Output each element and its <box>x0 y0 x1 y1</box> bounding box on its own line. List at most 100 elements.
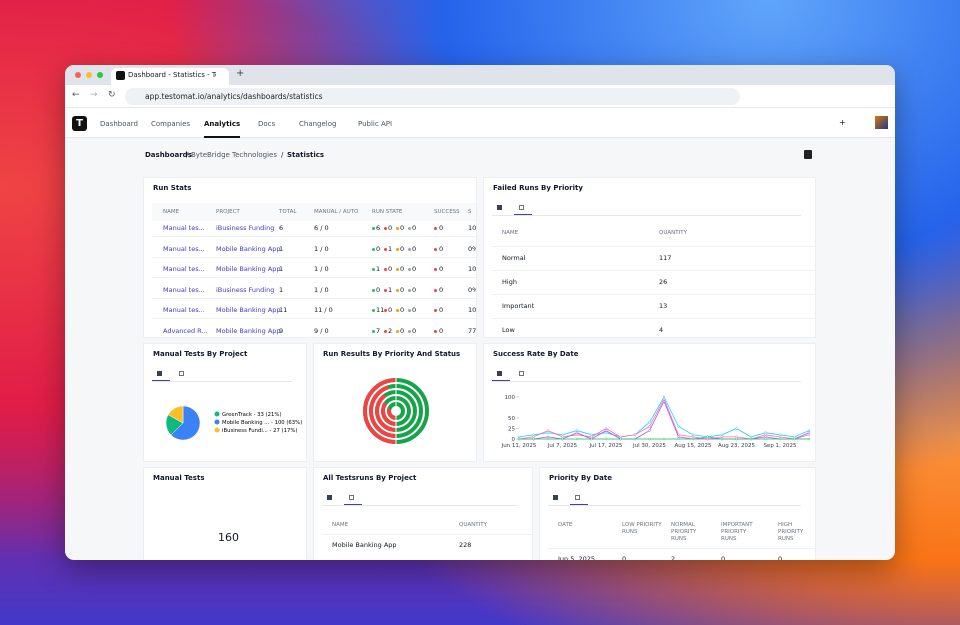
series-point <box>662 395 666 399</box>
project-name[interactable]: iBusiness Funding <box>216 285 275 294</box>
address-bar[interactable] <box>125 88 740 105</box>
card: Success Rate By Date 0 25 50 100 Jun 11, 2025… <box>483 343 816 462</box>
project-name[interactable]: Mobile Banking App <box>216 326 281 335</box>
breadcrumb-item[interactable]: ByteBridge Technologies <box>191 151 278 159</box>
series-point <box>720 437 724 441</box>
chart-tab[interactable] <box>157 371 162 376</box>
cell: 0 <box>721 555 726 560</box>
series-point <box>807 433 811 437</box>
breadcrumb-item[interactable]: Dashboards <box>145 151 192 159</box>
zoom-button[interactable] <box>97 72 103 78</box>
success: 0 <box>439 265 444 273</box>
nav-item[interactable]: Changelog <box>299 120 337 128</box>
chart-tab[interactable] <box>497 205 502 210</box>
series-point <box>807 431 811 434</box>
total: 1 <box>279 265 284 273</box>
card: Run Stats NAME PROJECT TOTAL MANUAL / AUTO RU… <box>143 177 477 338</box>
column-header: S <box>468 209 472 215</box>
breadcrumb-item[interactable]: Statistics <box>287 151 325 159</box>
status-dot <box>408 247 411 251</box>
card: Priority By Date DATE LOW PRIORITY RUNS NOR… <box>539 467 816 560</box>
nav-item[interactable]: Public API <box>358 120 393 128</box>
status-dot <box>434 268 437 271</box>
project-name[interactable]: iBusiness Funding <box>216 224 275 232</box>
status-count: 1 <box>388 285 393 294</box>
project-name[interactable]: Mobile Banking App <box>216 265 281 273</box>
back-button[interactable]: ← <box>72 90 80 100</box>
run-name[interactable]: Manual tes... <box>163 306 205 314</box>
run-name[interactable]: Manual tes... <box>163 224 205 232</box>
series-point <box>546 435 550 439</box>
row-divider <box>152 236 476 237</box>
series-point <box>648 425 651 428</box>
status-count: 1 <box>376 265 381 273</box>
table-tab[interactable] <box>519 205 524 210</box>
run-name[interactable]: Manual tes... <box>163 265 205 273</box>
chart-tab[interactable] <box>553 495 558 500</box>
series-point <box>575 431 579 434</box>
cell: 2 <box>671 555 676 560</box>
row-divider <box>152 277 476 278</box>
column-header: RUN STATE <box>372 209 403 215</box>
chart-tab[interactable] <box>497 371 502 376</box>
forward-button[interactable]: → <box>90 90 98 100</box>
card-title: All Testsruns By Project <box>323 474 417 482</box>
table-tab[interactable] <box>519 371 524 376</box>
nav-item[interactable]: Dashboard <box>100 120 138 128</box>
status-count: 0 <box>388 224 393 232</box>
legend-swatch <box>214 411 220 417</box>
card-title: Success Rate By Date <box>493 350 579 358</box>
column-header: IMPORTANT PRIORITY RUNS <box>721 522 753 542</box>
status-dot <box>384 309 387 312</box>
lock-icon[interactable] <box>804 150 812 159</box>
nav-item[interactable]: Companies <box>151 120 191 128</box>
add-button[interactable]: + <box>839 118 846 127</box>
close-button[interactable] <box>75 72 81 78</box>
run-name[interactable]: Manual tes... <box>163 285 205 294</box>
minimize-button[interactable] <box>86 72 92 78</box>
manual-auto: 1 / 0 <box>314 244 329 253</box>
nav-item[interactable]: Docs <box>258 120 276 128</box>
tab-divider <box>322 505 518 506</box>
x-tick-label: Aug 15, 2025 <box>675 443 712 449</box>
tab-divider <box>152 381 292 382</box>
y-tick-label: 0 <box>512 437 516 443</box>
table-tab[interactable] <box>179 371 184 376</box>
run-name[interactable]: Advanced R... <box>163 326 208 335</box>
column-header: NAME <box>502 230 519 236</box>
logo[interactable]: T <box>72 116 87 131</box>
card-title: Run Results By Priority And Status <box>323 350 461 358</box>
run-name[interactable]: Manual tes... <box>163 244 205 253</box>
success: 0 <box>439 326 444 335</box>
reload-button[interactable]: ↻ <box>108 90 116 100</box>
nav-item[interactable]: Analytics <box>204 120 241 128</box>
manual-auto: 9 / 0 <box>314 326 329 335</box>
series-point <box>662 399 666 403</box>
series-point <box>648 429 651 432</box>
success: 0 <box>439 306 444 314</box>
active-tab[interactable] <box>111 68 229 85</box>
ring-chart <box>363 378 429 444</box>
breadcrumb-separator: / <box>281 151 284 159</box>
column-header: NORMAL PRIORITY RUNS <box>671 522 697 542</box>
series-point <box>648 437 651 441</box>
status-dot <box>384 247 387 251</box>
project-name[interactable]: Mobile Banking App <box>216 244 281 253</box>
ring-arc <box>387 408 397 420</box>
project-name[interactable]: Mobile Banking App <box>216 306 281 314</box>
series-point <box>517 437 521 441</box>
row-divider <box>492 246 815 247</box>
table-tab[interactable] <box>575 495 580 500</box>
avatar[interactable] <box>875 116 888 129</box>
cell: 0 <box>778 555 783 560</box>
status-dot <box>396 288 399 292</box>
new-tab-button[interactable]: + <box>236 68 245 79</box>
status-count: 0 <box>400 265 405 273</box>
table-tab[interactable] <box>349 495 354 500</box>
series-point <box>807 429 811 432</box>
chart-tab[interactable] <box>327 495 332 500</box>
status-count: 0 <box>388 265 393 273</box>
total: 6 <box>279 224 284 232</box>
nav-underline <box>204 136 240 138</box>
